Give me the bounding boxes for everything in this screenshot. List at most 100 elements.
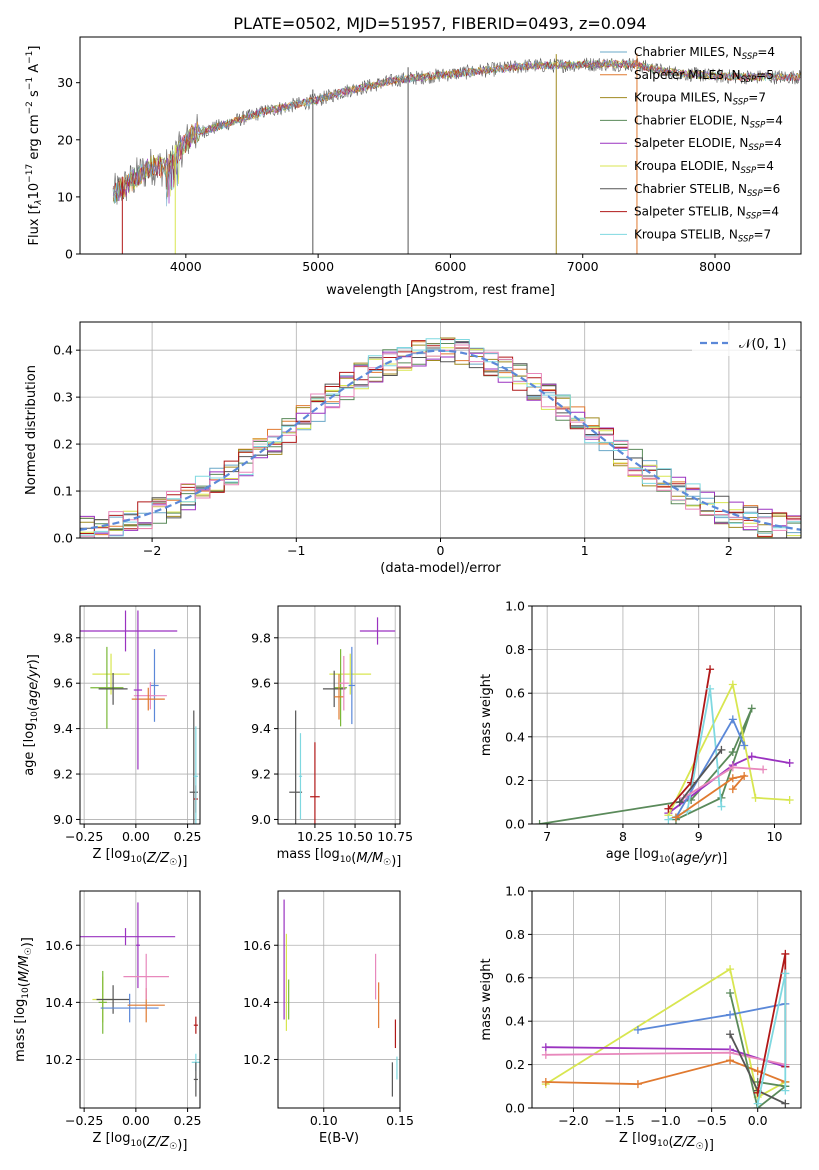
salpeter_miles-weight-line xyxy=(675,774,747,819)
legend-label: Kroupa STELIB, NSSP=7 xyxy=(634,227,771,244)
weight-marker xyxy=(753,1067,762,1076)
x-tick-label: 0.25 xyxy=(174,829,202,844)
y-tick-label: 1.0 xyxy=(505,599,525,614)
weight-marker xyxy=(740,741,749,750)
x-tick-label: −2 xyxy=(143,543,161,558)
y-tick-label: 0.6 xyxy=(505,686,525,701)
weight-marker xyxy=(717,802,726,811)
weight-marker xyxy=(664,815,673,824)
weight-marker xyxy=(541,1050,550,1059)
x-tick-label: 0.00 xyxy=(122,1113,150,1128)
plot-area xyxy=(541,949,790,1108)
weight-marker xyxy=(781,1099,790,1108)
y-tick-label: 9.8 xyxy=(53,630,73,645)
legend-label: Salpeter MILES, NSSP=5 xyxy=(634,68,774,85)
weight-marker xyxy=(781,969,790,978)
y-axis-label: Normed distribution xyxy=(24,365,39,495)
weight-marker xyxy=(726,1048,735,1057)
weight-marker xyxy=(751,793,760,802)
x-tick-label: 2 xyxy=(725,543,733,558)
y-tick-label: 10.2 xyxy=(45,1052,73,1067)
x-tick-label: 0.00 xyxy=(122,829,150,844)
age_vs_mass-chart: 10.25 10.50 10.75 9.0 9.2 9.4 9.6 9.8 mass [log1… xyxy=(251,605,413,869)
x-axis-label: wavelength [Angstrom, rest frame] xyxy=(326,283,555,298)
x-tick-label: 4000 xyxy=(170,259,202,274)
pink_model-histogram-step xyxy=(80,344,801,538)
plot-area xyxy=(80,902,200,1097)
y-tick-label: 9.6 xyxy=(251,676,271,691)
chabrier_miles-spectrum-line xyxy=(113,59,801,207)
x-tick-label: 10 xyxy=(767,829,783,844)
x-tick-label: 0.0 xyxy=(748,1113,768,1128)
weight-marker xyxy=(687,778,696,787)
plot-area xyxy=(80,337,801,538)
y-tick-label: 0.4 xyxy=(505,1014,525,1029)
legend-label: Chabrier ELODIE, NSSP=4 xyxy=(634,113,783,130)
weight-marker xyxy=(728,748,737,757)
weight-marker xyxy=(541,1043,550,1052)
y-tick-label: 0.8 xyxy=(505,927,525,942)
y-tick-label: 0.8 xyxy=(505,642,525,657)
y-axis-label: mass weight xyxy=(479,674,494,756)
weight-marker xyxy=(706,665,715,674)
x-tick-label: −2.0 xyxy=(558,1113,588,1128)
legend-label: Salpeter STELIB, NSSP=4 xyxy=(634,205,779,222)
weight-marker xyxy=(535,820,544,824)
weight-marker xyxy=(728,774,737,783)
histogram-legend: 𝒩(0, 1) xyxy=(692,330,796,356)
normal-curve xyxy=(80,349,801,531)
axes-frame xyxy=(79,36,802,255)
weight-marker xyxy=(726,988,735,997)
x-tick-label: 7000 xyxy=(567,259,599,274)
weight-marker xyxy=(747,752,756,761)
plot-area xyxy=(535,665,794,824)
x-axis-label: Z [log10(Z/Z☉)] xyxy=(93,847,188,869)
x-tick-label: 8 xyxy=(619,829,627,844)
y-axis-label: age [log10(age/yr)] xyxy=(22,654,41,776)
weight-marker xyxy=(706,684,715,693)
weight-marker xyxy=(726,1010,735,1019)
weight-marker xyxy=(633,1025,642,1034)
axes-frame xyxy=(79,605,201,825)
weight-marker xyxy=(633,1080,642,1089)
y-tick-label: 1.0 xyxy=(505,884,525,899)
x-tick-label: −0.25 xyxy=(65,1113,103,1128)
y-tick-label: 9.6 xyxy=(53,676,73,691)
weight-marker xyxy=(728,680,737,689)
y-tick-label: 0.2 xyxy=(505,773,525,788)
x-tick-label: −0.25 xyxy=(65,829,103,844)
mass_vs_ebv-chart: 0.10 0.15 10.2 10.4 10.6 E(B-V) xyxy=(243,890,414,1146)
y-tick-label: 9.0 xyxy=(53,812,73,827)
y-tick-label: 10.2 xyxy=(243,1052,271,1067)
y-tick-label: 0.1 xyxy=(53,484,73,499)
legend-label: Kroupa MILES, NSSP=7 xyxy=(634,91,766,108)
legend-label: Chabrier STELIB, NSSP=6 xyxy=(634,182,780,199)
weight-marker xyxy=(785,796,794,805)
kroupa_elodie-weight-line xyxy=(667,681,790,816)
x-axis-label: Z [log10(Z/Z☉)] xyxy=(93,1131,188,1153)
x-axis-label: E(B-V) xyxy=(319,1131,359,1146)
y-tick-label: 10 xyxy=(57,189,73,204)
axes-frame xyxy=(531,605,802,825)
x-tick-label: 0 xyxy=(437,543,445,558)
y-axis-label: mass weight xyxy=(479,958,494,1040)
weight-marker xyxy=(781,1086,790,1095)
salpeter_stelib-weight-line xyxy=(756,953,787,1093)
x-tick-label: −0.5 xyxy=(696,1113,726,1128)
axes-frame xyxy=(277,890,401,1109)
plot-area xyxy=(80,610,198,824)
x-tick-label: −1 xyxy=(287,543,305,558)
legend-box xyxy=(692,330,796,356)
x-axis-label: Z [log10(Z/Z☉)] xyxy=(619,1131,714,1153)
y-tick-label: 10.6 xyxy=(243,938,271,953)
y-tick-label: 9.4 xyxy=(251,721,271,736)
weight-marker xyxy=(726,1030,735,1039)
plot-area xyxy=(289,617,396,824)
weight-marker xyxy=(726,965,735,974)
x-tick-label: 0.15 xyxy=(386,1113,414,1128)
weight-marker xyxy=(753,1099,762,1108)
x-axis-label: mass [log10(M/M☉)] xyxy=(277,847,402,869)
y-tick-label: 10.6 xyxy=(45,938,73,953)
weight-marker xyxy=(675,798,684,807)
